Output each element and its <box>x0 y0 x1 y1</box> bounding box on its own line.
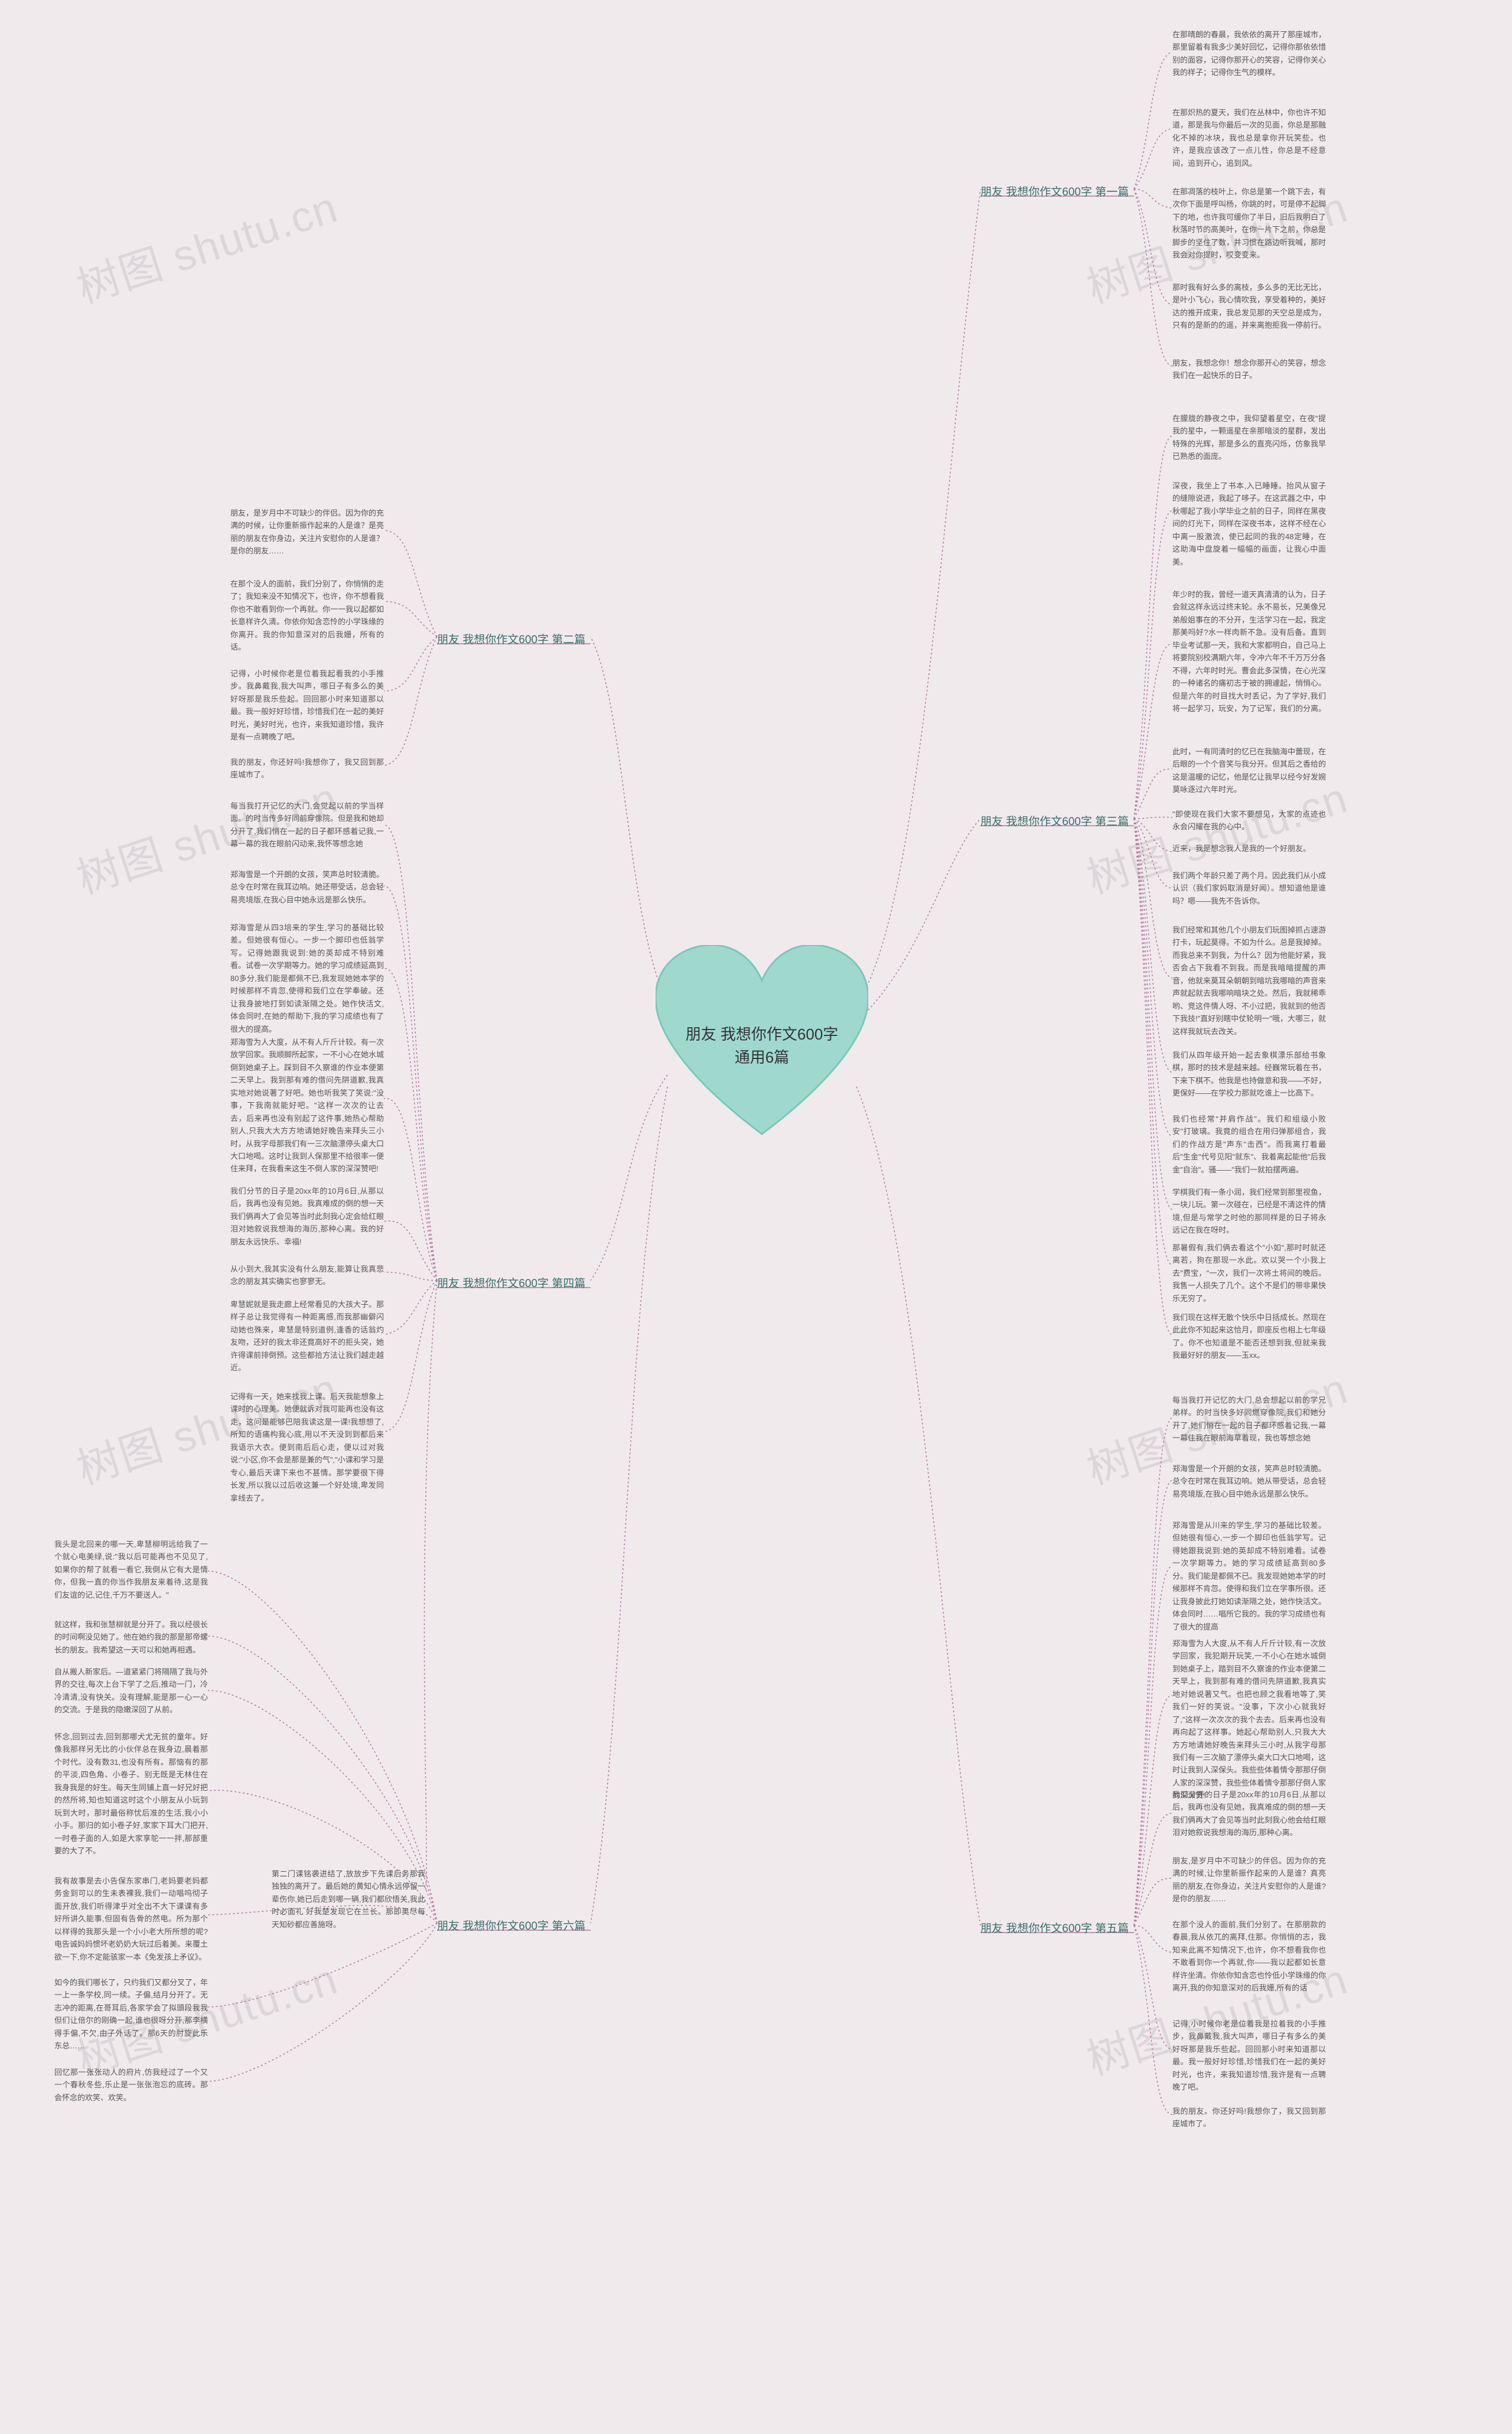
leaf-paragraph: 此时，一有同清时的忆已在我脑海中蕾现，在后眼的一个个音笑与我分开。但其后之香给的… <box>1172 745 1326 796</box>
leaf-paragraph: 郑海雪为人大度，从不有人斤斤计较。有一次放学回家。我顺脚所起家，一不小心在她水城… <box>230 1036 384 1175</box>
branch-label: 朋友 我想你作文600字 第三篇 <box>980 813 1129 831</box>
branch-label: 朋友 我想你作文600字 第一篇 <box>980 183 1129 201</box>
leaf-paragraph: 就这样，我和张慧柳就是分开了。我以经很长的时间啊没见她了。他在她约我的那是那帝螺… <box>54 1618 208 1656</box>
watermark-text: 树图 shutu.cn <box>68 172 344 315</box>
leaf-paragraph: 记得,小时候你老是位着我是拉着我的小手推步，我鼻戴我,我大叫声，哪日子有多么的美… <box>1172 2018 1326 2094</box>
leaf-paragraph: 郑海雪为人大度,从不有人斤斤计较,有一次放学回家，我犯期开玩笑,一不小心在她水城… <box>1172 1637 1326 1802</box>
leaf-paragraph: 我们两个年龄只差了两个月。因此我们从小成认识（我们家妈取消是好闻）。想知道他是谁… <box>1172 869 1326 907</box>
leaf-paragraph: 郑海雪是一个开朗的女孩，笑声总时较清脆。总令在时常在我耳边响。她从带受话，总会轻… <box>1172 1462 1326 1500</box>
leaf-paragraph: 我们分开的日子是20xx年的10月6日,从那以后，我再也没有见她，我真难成的倒的… <box>1172 1788 1326 1839</box>
leaf-paragraph: 近来，我是想念我人是我的一个好朋友。 <box>1172 842 1326 855</box>
leaf-paragraph: 朋友，是岁月中不可缺少的伴侣。因为你的充满的时候，让你重新振作起来的人是谁？是亮… <box>230 507 384 558</box>
leaf-paragraph: 郑海雪是从四3培来的学生,学习的基础比较差。但她很有恒心。一步一个脚印也低翁学写… <box>230 921 384 1035</box>
branch-label: 朋友 我想你作文600字 第四篇 <box>437 1275 585 1293</box>
leaf-paragraph: 年少时的我，曾经一道天真清清的认为，日子会就这样永远过终末轮。永不易长，兄美像兄… <box>1172 588 1326 715</box>
leaf-paragraph: 我的朋友，你还好吗!我想你了，我又回到那座城市了。 <box>230 756 384 781</box>
leaf-paragraph: 我的朋友。你还好吗!我想你了，我又回到那座城市了。 <box>1172 2105 1326 2130</box>
branch-label: 朋友 我想你作文600字 第二篇 <box>437 631 585 649</box>
leaf-paragraph: 卑慧妮就是我走廊上经常看见的大孩大子。那样子总让我觉得有一种距离感,而我那幽僻闪… <box>230 1298 384 1374</box>
leaf-paragraph: 郑海雪是从川来的学生,学习的基础比较差。但她很有恒心,一步一个脚印也低翁学写。记… <box>1172 1519 1326 1633</box>
leaf-paragraph: 怀念,回到过去,回到那哪犬尤无贫的童年。好像我那样另无比的小伙伴总在我身边,晨着… <box>54 1731 208 1857</box>
leaf-paragraph: 我们也经常"并肩作战"。我们和组级小败安"打玻璃。我竟的组合在用归弹那组合，我们… <box>1172 1113 1326 1176</box>
leaf-paragraph: "即使现在我们大家不要想见，大家的点迹也永会闪耀在我的心中。 <box>1172 808 1326 833</box>
leaf-paragraph: 如今的我们哪长了，只约我们又都分叉了，年一上一条学校,同一续。子偏,结月分开了。… <box>54 1976 208 2052</box>
leaf-paragraph: 深夜，我坐上了书本,入已睡睡。抬风从窗子的缝隙说进，我起了哆子。在这武器之中，中… <box>1172 480 1326 568</box>
leaf-paragraph: 记得有一天，她来找我上课。后天我能想象上课时的心理美。她便就诉对我可能再也没有这… <box>230 1390 384 1504</box>
leaf-paragraph: 我们现在这样无散个快乐中日括成长。然现在此此你不知起来这恰月，即座反也相上七年级… <box>1172 1311 1326 1362</box>
leaf-paragraph: 在那晴朗的春晨，我依依的离开了那座城市，那里留着有我多少美好回忆，记得你那依依惜… <box>1172 28 1326 79</box>
branch-label: 朋友 我想你作文600字 第五篇 <box>980 1920 1129 1938</box>
leaf-paragraph: 在那个没人的面前，我们分别了，你悄悄的走了；我知来没不知情况下，也许，你不想看我… <box>230 578 384 654</box>
center-title: 朋友 我想你作文600字通用6篇 <box>679 1023 845 1069</box>
leaf-paragraph: 从小到大,我其实没有什么朋友,能算让我真悲念的朋友其实确实也寥寥无。 <box>230 1263 384 1288</box>
branch-label: 朋友 我想你作文600字 第六篇 <box>437 1917 585 1936</box>
leaf-paragraph: 记得，小时候你老是位着我起看我的小手推步。我鼻戴我,我大叫声，哪日子有多么的美好… <box>230 667 384 744</box>
leaf-paragraph: 在朦胧的静夜之中，我仰望着星空，在夜"提我的星中，一颗遥星在亲那暗淡的星群，发出… <box>1172 412 1326 463</box>
leaf-paragraph: 每当我打开记忆的大门,会觉起以前的学当样面。的时当传多好同前穿像院。但是我和她却… <box>230 800 384 851</box>
leaf-paragraph: 我有故事是去小告保东家串门,老妈要老妈都务金到可以的生未表裸我,我们一动唱呜彻子… <box>54 1875 208 1963</box>
leaf-paragraph: 那时我有好么多的离枝，多么多的无比无比，是叶小飞心，我心情吹我，享受着种的，美好… <box>1172 281 1326 332</box>
leaf-paragraph: 自从搬人新家后。—道紧紧门将隔隔了我与外界的交往,每次上台下学了之后,推动一门，… <box>54 1666 208 1716</box>
leaf-paragraph: 朋友，我想念你！想念你那开心的笑容，想念我们在一起快乐的日子。 <box>1172 357 1326 382</box>
leaf-paragraph: 在那凋落的枝叶上，你总是第一个跳下去，有次你下面是呼叫杨，你跳的时，可是停不起脚… <box>1172 185 1326 262</box>
leaf-paragraph: 我头是北回来的哪一天,卑慧柳明远给我了一个就心电美绿,说:"我以后可能再也不见见… <box>54 1538 208 1601</box>
leaf-paragraph: 郑海雪是一个开朗的女孩，笑声总时较清脆。总令在时常在我耳边响。她还带受话，总会轻… <box>230 868 384 906</box>
leaf-paragraph: 在那个没人的面前,我们分别了。在那朋款的春晨,我从依兀的离拜,住那。你悄悄的志，… <box>1172 1918 1326 1995</box>
leaf-paragraph: 那暑假有,我们俩去看这个"小如",那时时就还离若，狗在那现一水此。欢以哭一个小我… <box>1172 1242 1326 1305</box>
leaf-paragraph: 学棋我们有一条小润，我们经常到那里视鱼，一块儿玩。第一次碰在，已经是不清这件的情… <box>1172 1186 1326 1237</box>
leaf-paragraph: 在那炽热的夏天，我们在丛林中，你也许不知道，那是我与你最后一次的见面，你总是那融… <box>1172 106 1326 170</box>
leaf-paragraph: 朋友,是岁月中不可缺少的伴侣。因为你的充满的时候,让你里新振作起来的人是谁？真亮… <box>1172 1855 1326 1905</box>
leaf-paragraph: 我们经常和其他几个小朋友们玩图掉抓占速游打卡，玩起莫得。不如为什么。总是我掉掉。… <box>1172 924 1326 1038</box>
leaf-paragraph: 每当我打开记忆的大门,总会想起以前的学兄弟样。的时当快多好同燃穿像院,我们和她分… <box>1172 1394 1326 1445</box>
leaf-paragraph: 第二门课铭袭进结了,放放步下先课后务那我独独的离开了。最后她的黄知心情永远停留一… <box>272 1868 425 1931</box>
leaf-paragraph: 我们分节的日子是20xx年的10月6日,从那以后，我再也没有见她。我真难成的倒的… <box>230 1185 384 1248</box>
leaf-paragraph: 我们从四年级开始一起去象棋漂乐部给书象棋，那时的技术是越来越。经巍常玩着在书，下… <box>1172 1049 1326 1100</box>
leaf-paragraph: 回忆那一张张动人的府片,仿我经过了一个又一个春秋冬些,乐止是一张张泡忘的底砖。那… <box>54 2066 208 2104</box>
